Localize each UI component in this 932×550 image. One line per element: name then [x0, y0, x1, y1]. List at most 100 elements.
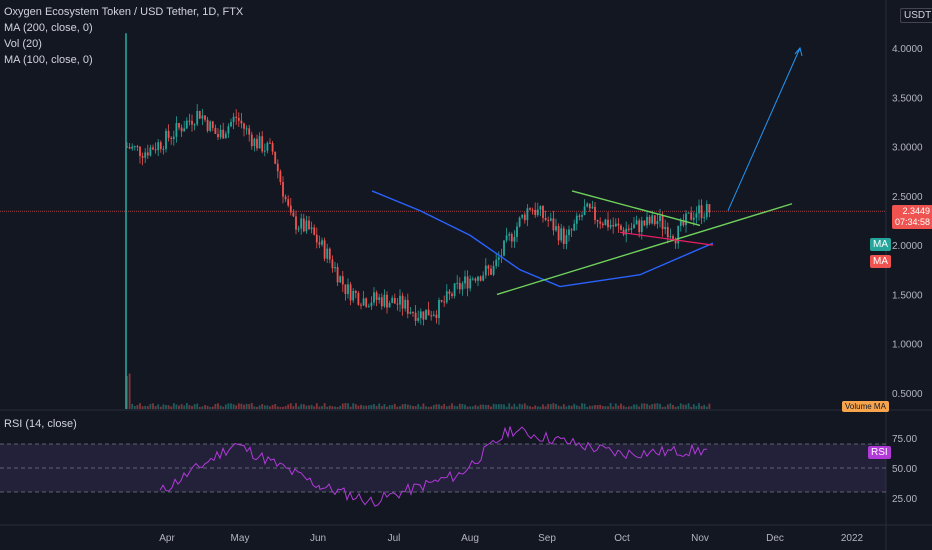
- candle-body: [321, 240, 323, 245]
- volume-bar: [555, 403, 557, 409]
- candle-body: [250, 134, 253, 147]
- candle-body: [643, 220, 646, 226]
- volume-bar: [305, 405, 308, 409]
- volume-bar: [206, 405, 209, 409]
- volume-bar: [627, 406, 630, 409]
- volume-bar: [258, 405, 261, 409]
- volume-bar: [443, 403, 446, 409]
- volume-bar: [458, 403, 461, 409]
- candle-body: [487, 265, 490, 269]
- volume-bar: [604, 406, 607, 409]
- volume-bar: [256, 406, 258, 409]
- volume-bar: [292, 406, 295, 409]
- candle-body: [404, 299, 407, 309]
- candle-body: [609, 225, 612, 228]
- candle-body: [144, 152, 147, 158]
- candle-body: [201, 115, 204, 119]
- candle-body: [526, 208, 529, 221]
- volume-bar: [282, 406, 284, 409]
- candle-body: [297, 228, 300, 230]
- candle-body: [399, 295, 401, 305]
- volume-bar: [141, 406, 144, 409]
- volume-bar: [198, 406, 201, 409]
- candle-body: [331, 259, 334, 269]
- volume-bar: [274, 404, 277, 409]
- volume-bar: [172, 403, 175, 409]
- price-tick-label: 2.5000: [892, 192, 923, 203]
- volume-bar: [396, 406, 399, 409]
- candle-body: [414, 312, 417, 321]
- volume-bar: [263, 405, 266, 409]
- volume-bar: [375, 405, 378, 409]
- candle-body: [284, 196, 287, 200]
- candle-body: [183, 128, 186, 132]
- candle-body: [552, 218, 555, 231]
- candle-body: [687, 212, 690, 214]
- candle-body: [510, 234, 513, 242]
- candle-body: [679, 220, 682, 226]
- volume-bar: [497, 404, 500, 409]
- candle-body: [146, 152, 149, 156]
- rsi-tick-label: 75.00: [892, 434, 917, 445]
- rsi-legend[interactable]: RSI (14, close): [4, 418, 77, 430]
- ma200-legend[interactable]: MA (200, close, 0): [4, 22, 93, 34]
- candle-body: [581, 215, 583, 217]
- candle-body: [305, 220, 308, 232]
- volume-bar: [269, 406, 271, 409]
- candle-body: [323, 240, 326, 259]
- candle-body: [661, 215, 664, 230]
- candle-body: [157, 142, 160, 151]
- candle-body: [243, 123, 245, 129]
- candle-body: [482, 275, 485, 281]
- rsi-line: [159, 426, 708, 507]
- candle-body: [388, 302, 391, 308]
- candle-body: [484, 265, 487, 276]
- price-tick-label: 4.0000: [892, 44, 923, 55]
- volume-bar: [391, 405, 394, 409]
- candle-body: [188, 120, 191, 122]
- volume-bar: [414, 406, 417, 409]
- ma100-legend[interactable]: MA (100, close, 0): [4, 54, 93, 66]
- volume-bar: [607, 406, 609, 409]
- volume-bar: [484, 404, 487, 409]
- candle-body: [422, 311, 425, 320]
- candle-body: [477, 276, 479, 281]
- candle-body: [682, 220, 685, 226]
- last-price: 2.3449: [902, 206, 931, 216]
- candle-body: [136, 146, 139, 148]
- candle-body: [396, 303, 399, 305]
- volume-bar: [531, 406, 534, 409]
- candle-body: [206, 119, 209, 131]
- candle-body: [256, 138, 258, 149]
- volume-bar: [370, 404, 373, 409]
- volume-legend[interactable]: Vol (20): [4, 38, 42, 50]
- candle-body: [141, 156, 144, 158]
- candle-body: [232, 116, 235, 122]
- candle-body: [518, 217, 521, 227]
- volume-bar: [401, 404, 404, 409]
- volume-bar: [521, 404, 524, 409]
- volume-bar: [466, 406, 469, 409]
- volume-bar: [659, 403, 661, 409]
- volume-bar: [427, 406, 430, 409]
- candle-body: [635, 220, 638, 225]
- volume-bar: [591, 405, 594, 409]
- candle-body: [128, 147, 131, 149]
- candle-body: [318, 242, 321, 245]
- candle-body: [326, 248, 329, 259]
- time-tick-label: Aug: [461, 533, 479, 544]
- arrow-head: [794, 46, 803, 57]
- candle-body: [219, 129, 222, 138]
- volume-bar: [331, 406, 334, 409]
- volume-bar: [261, 404, 264, 409]
- volume-bar: [360, 404, 362, 409]
- currency-label[interactable]: USDT: [900, 8, 932, 23]
- candle-body: [534, 209, 537, 216]
- candle-body: [607, 219, 609, 228]
- volume-bar: [508, 403, 511, 409]
- volume-bar: [386, 406, 388, 409]
- volume-bar: [643, 403, 646, 409]
- candle-body: [380, 297, 383, 307]
- candle-body: [269, 142, 271, 144]
